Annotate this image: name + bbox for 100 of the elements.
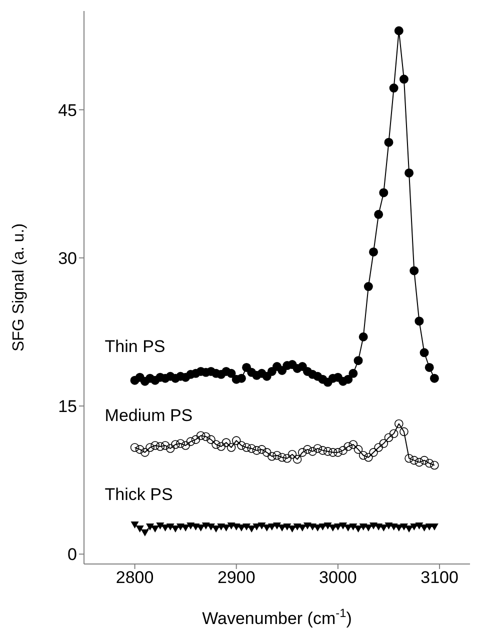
point — [278, 366, 287, 375]
point — [206, 435, 216, 444]
x-axis-title: Wavenumber (cm$^{-1}$) — [202, 606, 352, 628]
point — [242, 523, 251, 530]
series-label: Thin PS — [104, 337, 166, 358]
point — [248, 525, 256, 532]
point — [318, 446, 328, 455]
point — [196, 431, 206, 440]
point — [176, 523, 184, 530]
point — [226, 443, 236, 452]
series-label: Thick PS — [104, 484, 173, 504]
point — [364, 452, 373, 462]
point — [146, 523, 154, 530]
point — [176, 439, 185, 448]
point — [399, 74, 408, 84]
point — [146, 443, 154, 452]
y-tick-label: 15 — [58, 397, 77, 416]
point — [344, 374, 353, 384]
point — [186, 522, 195, 530]
x-tick-label: 3100 — [420, 568, 458, 588]
point — [374, 210, 384, 219]
y-tick-label: 45 — [58, 100, 77, 120]
point — [262, 448, 272, 457]
point — [384, 522, 393, 530]
point — [227, 522, 236, 530]
point — [288, 450, 297, 459]
point — [374, 443, 383, 452]
point — [379, 439, 388, 448]
point — [292, 454, 302, 464]
point — [359, 523, 368, 530]
point — [130, 443, 140, 452]
point — [232, 436, 241, 445]
point — [130, 522, 139, 528]
point — [226, 368, 236, 378]
point — [166, 523, 174, 530]
point — [415, 522, 424, 530]
point — [384, 433, 394, 442]
point — [404, 454, 414, 463]
point — [247, 444, 256, 453]
point — [156, 442, 165, 451]
point — [339, 522, 348, 530]
point — [136, 525, 144, 532]
point — [160, 441, 170, 450]
point — [328, 448, 338, 457]
point — [349, 523, 358, 530]
point — [424, 362, 434, 372]
point — [308, 447, 317, 456]
y-tick-label: 0 — [68, 545, 77, 564]
point — [348, 440, 358, 449]
point — [288, 525, 296, 532]
point — [186, 437, 196, 446]
point — [258, 522, 266, 530]
point — [323, 447, 332, 456]
point — [283, 523, 292, 530]
point — [140, 448, 150, 457]
point — [389, 84, 398, 93]
point — [135, 445, 144, 454]
point — [268, 452, 276, 461]
point — [313, 444, 322, 453]
point — [344, 442, 353, 451]
point — [370, 522, 378, 530]
point — [404, 168, 414, 178]
point — [334, 448, 342, 457]
point — [171, 525, 180, 532]
y-tick-label: 30 — [58, 248, 77, 268]
point — [181, 441, 190, 450]
point — [308, 523, 317, 530]
point — [293, 523, 302, 530]
point — [334, 523, 342, 530]
point — [273, 522, 281, 530]
point — [410, 266, 419, 276]
point — [216, 442, 226, 451]
point — [268, 523, 276, 530]
point — [348, 368, 358, 378]
point — [414, 458, 424, 467]
point — [298, 448, 307, 457]
x-tick-label: 2900 — [217, 568, 256, 588]
point — [338, 446, 348, 455]
point — [303, 445, 312, 454]
point — [282, 454, 292, 463]
point — [394, 26, 404, 36]
point — [171, 440, 180, 449]
point — [272, 450, 282, 460]
point — [354, 525, 362, 532]
point — [414, 316, 424, 326]
point — [151, 525, 160, 532]
y-axis-title: SFG Signal (a. u.) — [10, 223, 28, 352]
point — [354, 356, 363, 366]
point — [201, 432, 210, 442]
point — [420, 456, 429, 465]
point — [278, 452, 286, 462]
point — [166, 444, 175, 453]
point — [140, 529, 149, 536]
point — [430, 460, 439, 470]
point — [400, 523, 408, 530]
point — [424, 458, 434, 468]
point — [212, 440, 220, 449]
point — [374, 523, 383, 530]
point — [222, 438, 231, 447]
point — [369, 448, 378, 457]
